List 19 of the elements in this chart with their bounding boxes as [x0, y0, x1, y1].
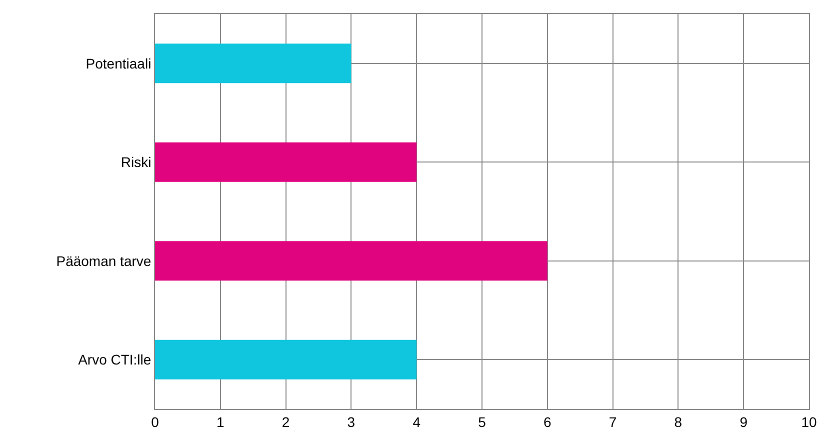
x-tick-label: 4	[412, 414, 421, 430]
x-tick-label: 10	[801, 414, 817, 430]
x-tick-label: 8	[674, 414, 682, 430]
y-tick-label: Riski	[120, 154, 152, 170]
bar	[155, 44, 352, 84]
x-tick-label: 0	[151, 414, 160, 430]
bar	[155, 241, 548, 281]
y-tick-label: Arvo CTI:lle	[78, 352, 152, 368]
x-tick-label: 6	[544, 414, 552, 430]
bar	[155, 340, 417, 380]
x-tick-label: 1	[216, 414, 224, 430]
x-tick-label: 2	[282, 414, 290, 430]
bar	[155, 142, 417, 182]
x-tick-label: 9	[740, 414, 748, 430]
y-tick-label: Potentiaali	[86, 55, 152, 72]
x-tick-label: 3	[347, 414, 356, 430]
x-tick-label: 5	[478, 414, 486, 430]
x-tick-label: 7	[608, 414, 617, 430]
y-tick-label: Pääoman tarve	[56, 252, 152, 269]
